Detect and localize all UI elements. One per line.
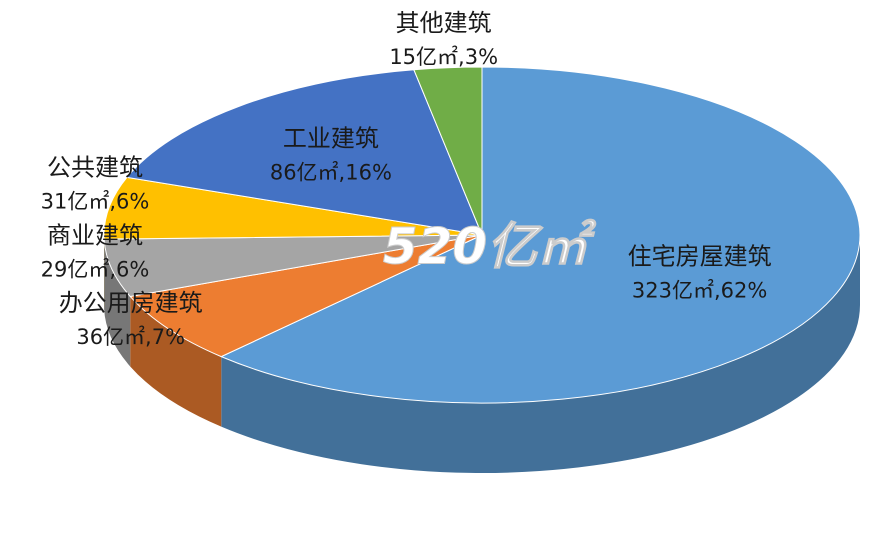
slice-label: 商业建筑 [47,221,143,249]
slice [413,66,483,236]
slice [103,176,483,240]
value-label: 29亿㎡,6% [41,257,150,281]
center-label: 520亿㎡ [383,218,597,276]
slice-side [130,296,222,427]
value-label: 86亿㎡,16% [270,160,392,184]
value-label: 36亿㎡,7% [76,325,185,349]
slice-label: 住宅房屋建筑 [628,243,772,271]
value-label: 323亿㎡,62% [632,279,767,303]
value-label: 15亿㎡,3% [389,45,498,69]
value-label: 31亿㎡,6% [41,189,150,213]
slice-label: 其他建筑 [396,9,492,37]
slice-label: 工业建筑 [283,124,379,152]
slice [103,234,483,298]
slice [220,66,861,404]
slice-label: 办公用房建筑 [59,289,203,317]
slice-label: 公共建筑 [47,153,143,181]
slice-side [221,235,861,473]
slice-side [104,239,131,367]
slice [129,234,483,358]
slice [126,69,483,236]
